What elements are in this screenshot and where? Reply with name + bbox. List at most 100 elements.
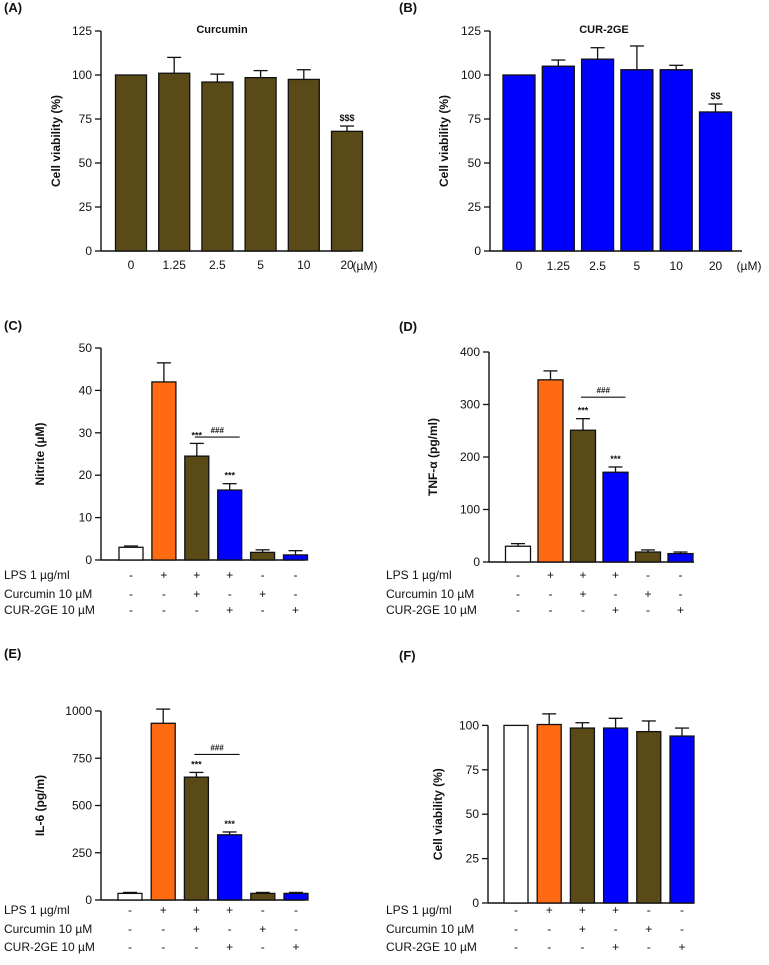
treatment-label: Curcumin 10 µM <box>386 922 474 936</box>
treatment-sign: + <box>546 903 553 917</box>
treatment-sign: - <box>679 568 683 582</box>
bar <box>634 551 662 563</box>
bar <box>659 69 693 252</box>
bar <box>118 546 144 561</box>
bar <box>569 429 597 563</box>
treatment-label: CUR-2GE 10 µM <box>386 940 477 954</box>
panel-e: (E) 0 250 500 750 1000 IL-6 (pg/m) *** *** ### LPS… <box>4 646 309 954</box>
treatment-sign: + <box>226 940 233 954</box>
treatment-label: LPS 1 µg/ml <box>386 903 452 917</box>
y-tick-label: 25 <box>79 200 93 214</box>
y-tick-label: 20 <box>79 468 93 482</box>
treatment-sign: - <box>161 940 165 954</box>
treatment-sign: + <box>160 903 167 917</box>
treatment-sign: - <box>581 603 585 617</box>
bar <box>183 776 210 901</box>
treatment-sign: - <box>294 568 298 582</box>
bar <box>117 892 143 901</box>
treatment-sign: + <box>259 922 266 936</box>
treatment-sign: + <box>579 903 586 917</box>
bar <box>114 74 148 252</box>
treatment-sign: + <box>259 587 266 601</box>
treatment-sign: - <box>646 603 650 617</box>
treatment-sign: - <box>516 603 520 617</box>
x-tick-label: 10 <box>670 259 684 273</box>
treatment-sign: + <box>292 603 299 617</box>
y-tick-label: 0 <box>474 244 481 258</box>
bar <box>504 545 532 563</box>
treatment-sign: - <box>128 903 132 917</box>
treatment-sign: + <box>193 587 200 601</box>
panel-d: (D) 0 100 200 300 400 TNF-α (pg/ml) *** *** ### LP… <box>386 319 694 617</box>
treatment-sign: - <box>261 603 265 617</box>
y-axis-label: IL-6 (pg/m) <box>33 775 47 836</box>
significance-mark: *** <box>224 819 235 829</box>
bar <box>580 58 615 252</box>
treatment-sign: - <box>547 922 551 936</box>
y-tick-label: 250 <box>72 846 92 860</box>
treatment-label: Curcumin 10 µM <box>4 587 92 601</box>
bar <box>698 111 733 252</box>
comparison-mark: ### <box>597 386 611 395</box>
treatment-sign: - <box>228 587 232 601</box>
bar <box>217 489 243 561</box>
treatment-sign: - <box>547 940 551 954</box>
treatment-sign: + <box>678 940 685 954</box>
bar <box>244 76 277 252</box>
y-tick-label: 0 <box>85 244 92 258</box>
y-tick-label: 300 <box>460 398 480 412</box>
treatment-label: Curcumin 10 µM <box>4 922 92 936</box>
panel-label: (E) <box>4 646 21 661</box>
treatment-sign: - <box>680 922 684 936</box>
y-tick-label: 750 <box>72 751 92 765</box>
y-tick-label: 75 <box>468 112 482 126</box>
panel-f: (F) 0 25 50 75 100 Cell viability (%) LPS 1 µg/… <box>386 648 695 954</box>
x-unit-label: (µM) <box>353 259 378 273</box>
y-tick-label: 125 <box>461 24 481 38</box>
treatment-sign: + <box>547 568 554 582</box>
bar <box>330 130 364 252</box>
bar <box>282 554 309 561</box>
treatment-sign: - <box>680 903 684 917</box>
treatment-sign: - <box>516 568 520 582</box>
y-tick-label: 25 <box>466 852 480 866</box>
bar <box>537 379 564 563</box>
treatment-sign: + <box>226 568 233 582</box>
x-unit-label: (µM) <box>737 259 762 273</box>
treatment-sign: + <box>579 922 586 936</box>
treatment-sign: + <box>193 922 200 936</box>
bar <box>151 381 177 561</box>
treatment-sign: - <box>294 587 298 601</box>
bar <box>216 834 243 901</box>
bar <box>249 551 276 561</box>
y-tick-label: 75 <box>79 112 93 126</box>
y-tick-label: 75 <box>466 763 480 777</box>
treatment-sign: - <box>514 940 518 954</box>
treatment-label: LPS 1 µg/ml <box>4 568 70 582</box>
bar <box>569 727 596 904</box>
bar <box>287 78 320 252</box>
y-tick-label: 500 <box>72 799 92 813</box>
treatment-sign: - <box>129 587 133 601</box>
treatment-sign: - <box>549 587 553 601</box>
treatment-sign: - <box>162 587 166 601</box>
treatment-sign: + <box>292 940 299 954</box>
y-axis-label: Cell viability (%) <box>437 95 451 187</box>
treatment-sign: - <box>129 568 133 582</box>
bar <box>602 727 629 904</box>
bar <box>602 471 629 563</box>
panel-label: (C) <box>4 318 22 333</box>
significance-mark: $$ <box>710 91 720 101</box>
x-tick-label: 0 <box>128 258 135 272</box>
treatment-sign: - <box>294 903 298 917</box>
panel-label: (B) <box>399 0 417 15</box>
treatment-sign: - <box>516 587 520 601</box>
y-tick-label: 0 <box>85 893 92 907</box>
comparison-mark: ### <box>210 743 224 752</box>
treatment-sign: - <box>679 587 683 601</box>
treatment-sign: - <box>294 922 298 936</box>
